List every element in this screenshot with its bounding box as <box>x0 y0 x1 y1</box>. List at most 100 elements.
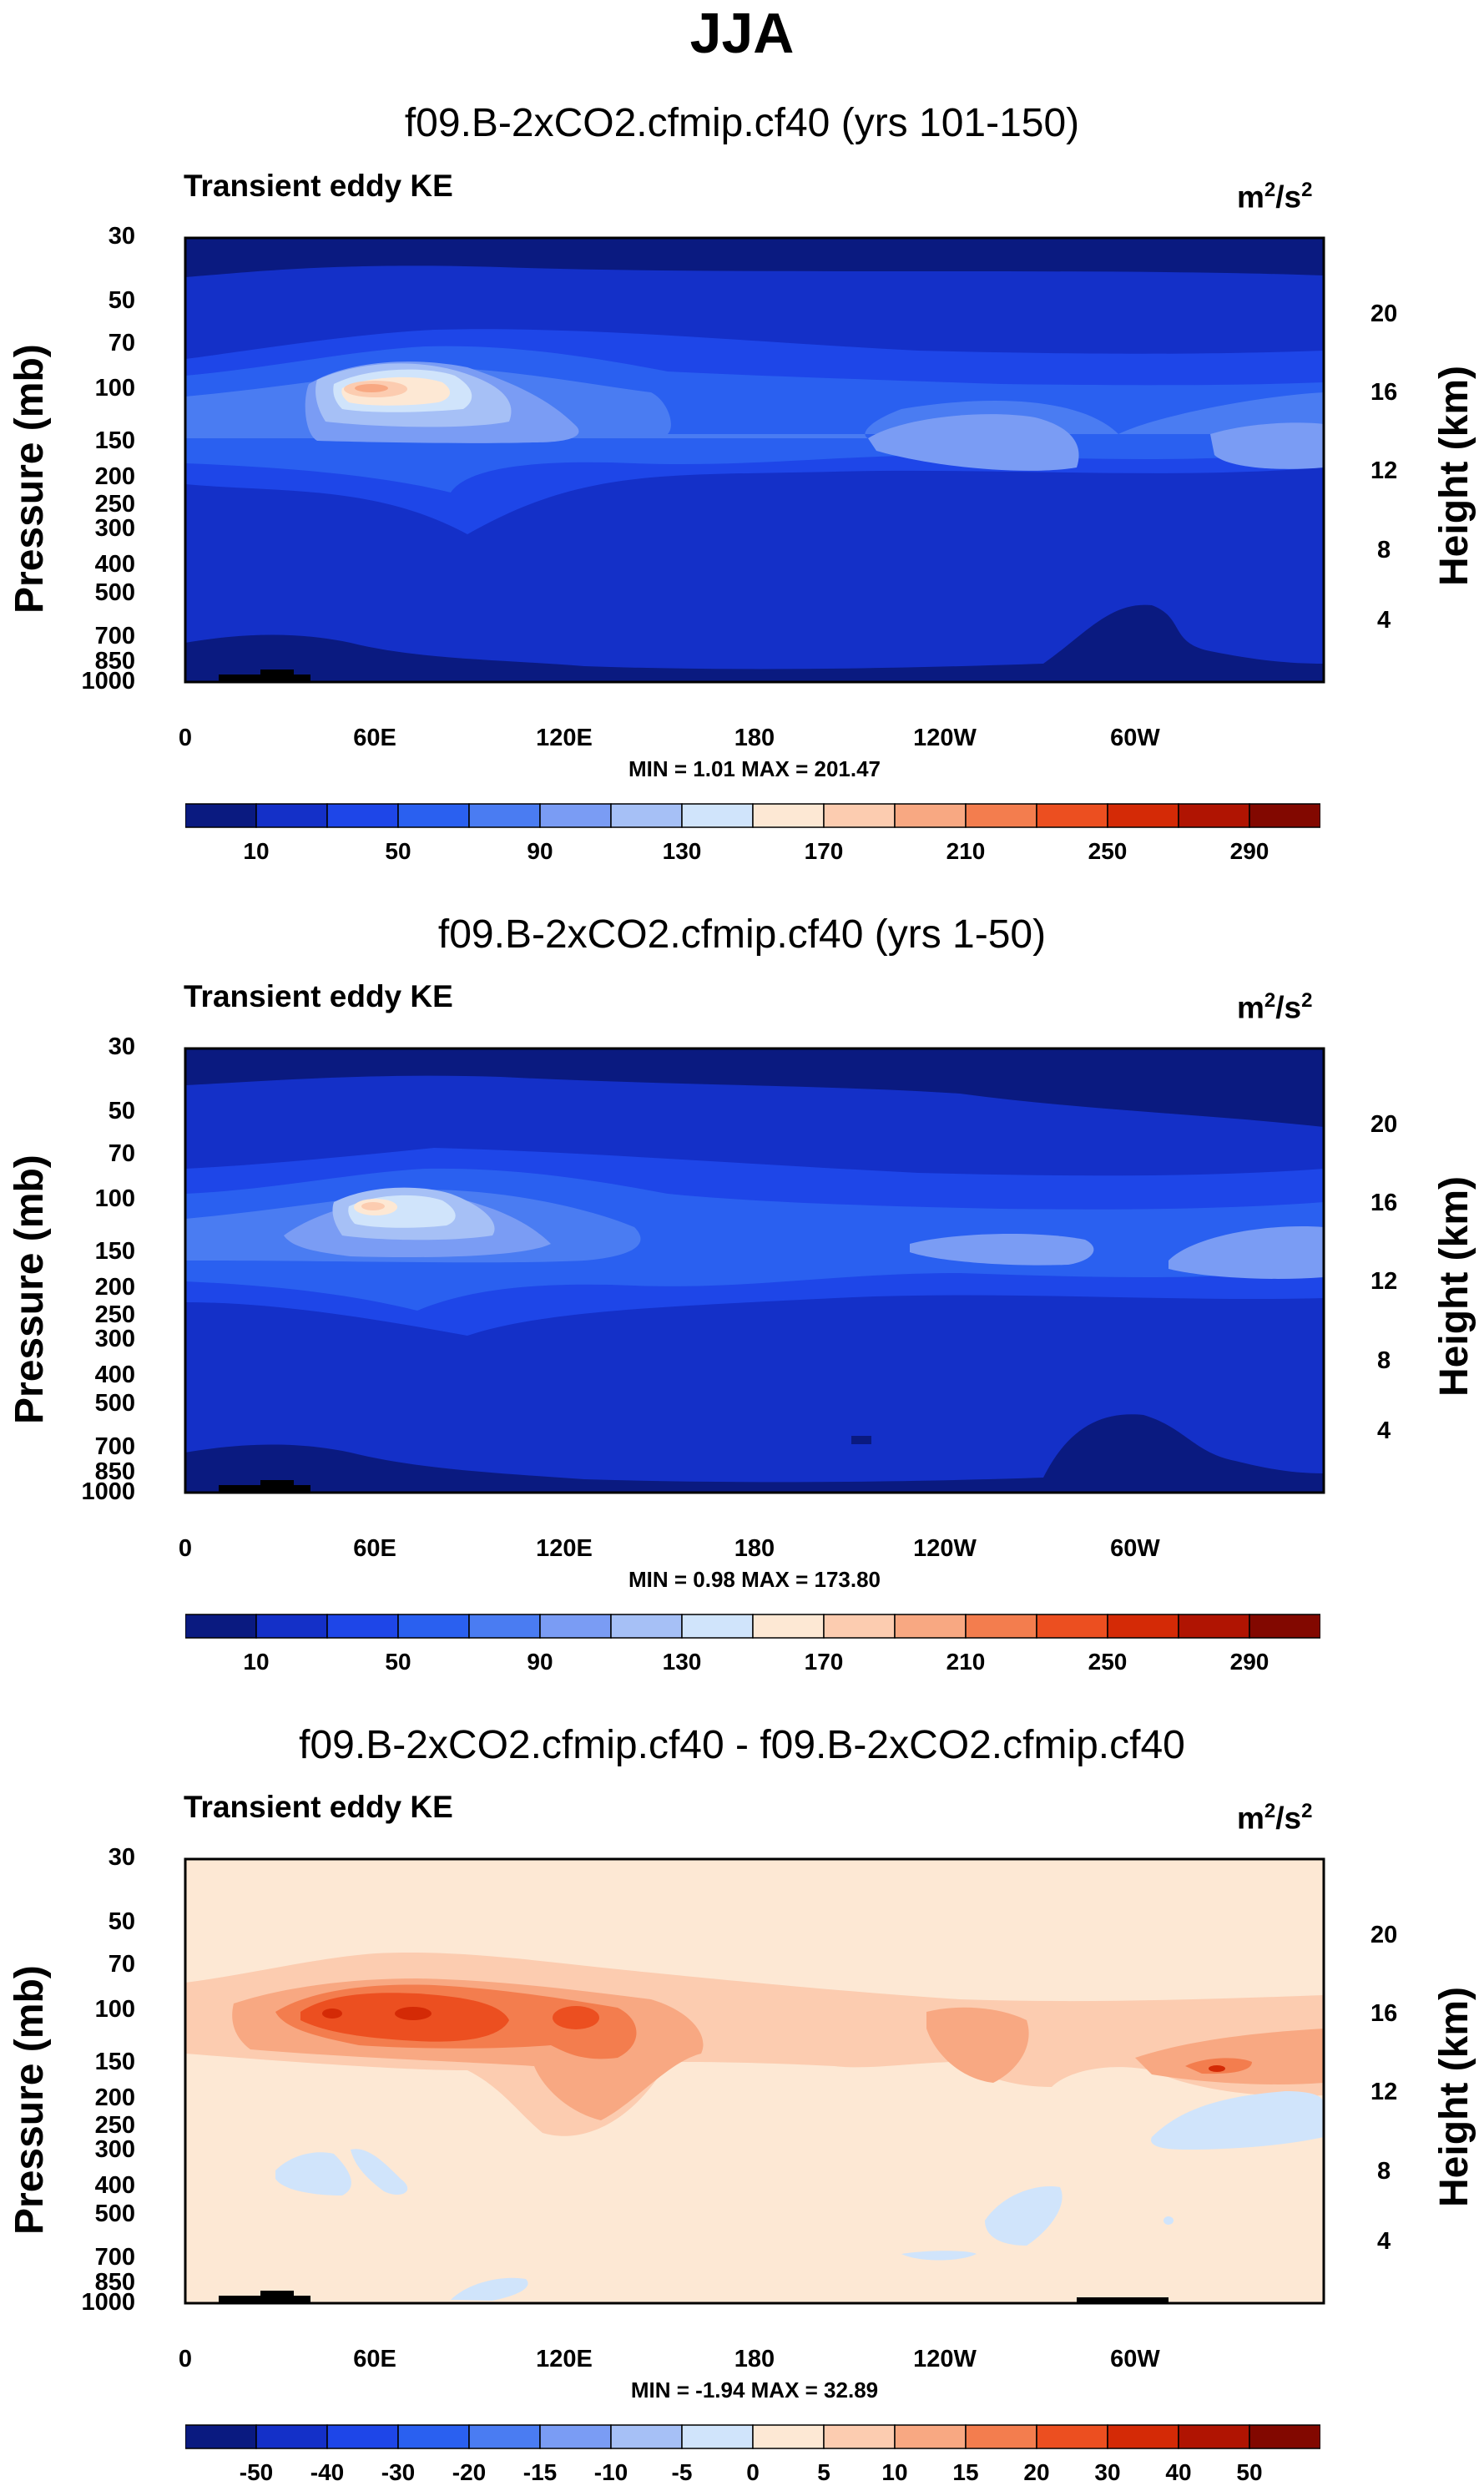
height-tick: 20 <box>1370 1111 1398 1138</box>
panel-1-ylabel-left: Pressure (mb) <box>8 344 52 614</box>
colorbar-swatch <box>539 2424 612 2449</box>
colorbar-label: 90 <box>527 838 553 864</box>
panel-3-level-15 <box>275 1984 637 2059</box>
colorbar-label: 250 <box>1088 838 1128 864</box>
panel-3-level-5 <box>185 1953 1324 2136</box>
colorbar-label: 130 <box>662 1649 702 1675</box>
colorbar-swatch <box>610 1614 683 1639</box>
panel-3-colorbar <box>185 2424 1320 2449</box>
panel-2-level-70 <box>185 1190 641 1263</box>
panel-1-surface-band <box>185 604 1324 682</box>
pressure-tick: 200 <box>94 463 135 490</box>
colorbar-label: -10 <box>593 2459 628 2485</box>
pressure-tick: 200 <box>94 1274 135 1301</box>
panel-3-level-20-120E <box>553 2006 599 2029</box>
panel-2-level-170 <box>354 1199 397 1215</box>
pressure-tick: 400 <box>94 1362 135 1388</box>
colorbar-swatch <box>681 2424 754 2449</box>
colorbar-label: 50 <box>385 1649 411 1675</box>
panel-2-minmax: MIN = 0.98 MAX = 173.80 <box>628 1567 881 1592</box>
colorbar-swatch <box>1036 1614 1108 1639</box>
colorbar-label: 50 <box>1236 2459 1263 2485</box>
pressure-tick: 50 <box>108 1908 135 1935</box>
panel-2-colorbar <box>185 1614 1320 1639</box>
pressure-tick: 100 <box>94 1185 135 1212</box>
colorbar-swatch <box>894 1614 967 1639</box>
pressure-tick: 30 <box>108 223 135 250</box>
panel-3-level-20 <box>300 1993 509 2042</box>
pressure-tick: 1000 <box>81 668 135 695</box>
height-tick: 12 <box>1370 457 1398 484</box>
panel-3-frame <box>184 1857 1325 2305</box>
panel-3-level-10-western <box>1135 2029 1324 2084</box>
colorbar-swatch <box>965 1614 1037 1639</box>
panel-1-units: m2/s2 <box>1237 179 1313 215</box>
panel-3-minmax: MIN = -1.94 MAX = 32.89 <box>630 2377 879 2403</box>
pressure-tick: 100 <box>94 375 135 402</box>
pressure-tick: 700 <box>94 1433 135 1460</box>
colorbar-swatch <box>539 803 612 828</box>
colorbar-swatch <box>1178 803 1250 828</box>
height-tick: 20 <box>1370 301 1398 327</box>
colorbar-label: 40 <box>1165 2459 1192 2485</box>
panel-1-colorbar <box>185 803 1320 828</box>
panel-1-level-70 <box>185 367 1324 438</box>
panel-1-top-band <box>185 238 1324 277</box>
x-tick: 60E <box>353 1535 396 1562</box>
colorbar-label: 5 <box>817 2459 830 2485</box>
colorbar-label: -50 <box>239 2459 274 2485</box>
panel-3-level-30-c <box>1209 2065 1225 2072</box>
colorbar-swatch <box>823 1614 896 1639</box>
height-tick: 16 <box>1370 1190 1398 1216</box>
height-tick: 8 <box>1377 2158 1391 2185</box>
pressure-tick: 50 <box>108 1098 135 1124</box>
panel-2-level-90-western <box>1169 1226 1324 1279</box>
panel-2-small-feature <box>851 1436 871 1444</box>
pressure-tick: 30 <box>108 1844 135 1871</box>
pressure-tick: 700 <box>94 623 135 649</box>
colorbar-label: 0 <box>746 2459 760 2485</box>
colorbar-swatch <box>468 1614 541 1639</box>
pressure-tick: 50 <box>108 287 135 314</box>
pressure-tick: 300 <box>94 1326 135 1352</box>
x-tick: 120W <box>913 2346 977 2372</box>
panel-3-ylabel-left: Pressure (mb) <box>8 1965 52 2235</box>
colorbar-swatch <box>1249 2424 1320 2449</box>
panel-1-level-130 <box>315 363 512 427</box>
pressure-tick: 500 <box>94 1390 135 1417</box>
pressure-tick: 100 <box>94 1996 135 2023</box>
colorbar-swatch <box>185 803 257 828</box>
panel-1-level-90 <box>305 361 579 443</box>
pressure-tick: 850 <box>94 648 135 675</box>
panel-1-ylabel-right: Height (km) <box>1432 366 1476 586</box>
panel-2-level-90 <box>284 1194 551 1258</box>
pressure-tick: 70 <box>108 1951 135 1978</box>
pressure-tick: 300 <box>94 2136 135 2163</box>
colorbar-label: 210 <box>946 1649 986 1675</box>
colorbar-swatch <box>255 803 328 828</box>
x-tick: 60W <box>1110 725 1160 751</box>
panel-3-level-15-western <box>1185 2058 1252 2074</box>
colorbar-label: 290 <box>1229 1649 1269 1675</box>
pressure-tick: 400 <box>94 2172 135 2199</box>
colorbar-swatch <box>752 1614 825 1639</box>
panel-2-level-190 <box>361 1202 385 1210</box>
panel-2-field-bg <box>185 1048 1324 1493</box>
panel-2-top-band <box>185 1048 1324 1127</box>
height-tick: 8 <box>1377 537 1391 563</box>
colorbar-label: 210 <box>946 838 986 864</box>
panel-3-level-10 <box>232 1978 704 2120</box>
panel-1-minmax: MIN = 1.01 MAX = 201.47 <box>628 756 881 781</box>
height-tick: 16 <box>1370 379 1398 406</box>
pressure-tick: 200 <box>94 2084 135 2111</box>
colorbar-swatch <box>539 1614 612 1639</box>
colorbar-swatch <box>1036 803 1108 828</box>
colorbar-swatch <box>823 803 896 828</box>
colorbar-swatch <box>894 803 967 828</box>
pressure-tick: 300 <box>94 515 135 542</box>
panel-1-level-190 <box>344 381 407 397</box>
pressure-tick: 850 <box>94 1458 135 1485</box>
pressure-tick: 1000 <box>81 1478 135 1505</box>
panel-1-level-210 <box>355 384 388 392</box>
